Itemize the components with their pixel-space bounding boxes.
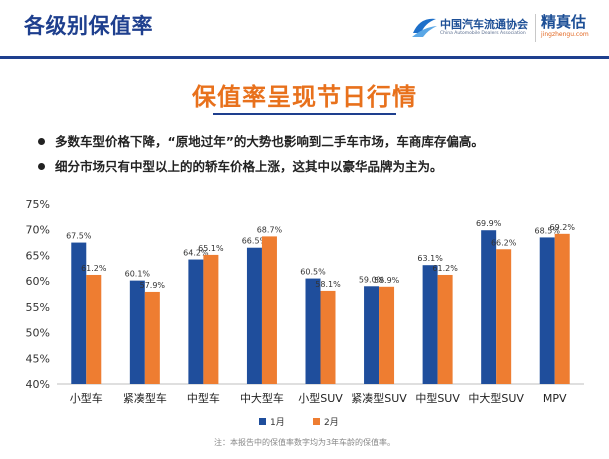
bar-value-label: 65.1% [198,244,224,253]
x-category-label: 小型SUV [298,391,343,405]
bar-value-label: 60.5% [300,268,326,277]
bar-2月 [86,274,102,384]
bar-2月 [554,233,570,384]
legend-swatch [313,418,320,425]
bar-value-label: 61.2% [81,264,107,273]
page-title: 各级别保值率 [24,14,153,38]
section-heading-underline [213,113,396,115]
bar-value-label: 59.0% [359,275,385,284]
footnote: 注：本报告中的保值率数字均为3年车龄的保值率。 [213,438,396,447]
bar-1月 [364,286,380,384]
x-category-label: 紧凑型SUV [351,391,407,405]
bar-1月 [422,265,438,384]
legend-label: 1月 [270,417,285,428]
x-category-label: 中型车 [187,391,220,405]
bar-value-label: 69.2% [550,223,576,232]
legend-label: 2月 [324,417,339,428]
bar-value-label: 61.2% [432,264,458,273]
x-category-label: MPV [543,392,567,405]
bar-value-label: 68.7% [257,225,283,234]
bar-value-label: 69.9% [476,219,502,228]
bar-2月 [437,274,453,384]
bar-2月 [261,236,277,384]
legend-swatch [259,418,266,425]
logo-divider [535,14,536,42]
bullet-dot-icon [38,163,45,170]
bar-value-label: 58.1% [315,280,341,289]
cada-logo-name: 中国汽车流通协会 [440,18,528,31]
bullet-item: 多数车型价格下降，“原地过年”的大势也影响到二手车市场，车商库存偏高。 [38,134,598,150]
jingzhengu-logo-name: 精真估 [541,13,587,31]
bullet-list: 多数车型价格下降，“原地过年”的大势也影响到二手车市场，车商库存偏高。 细分市场… [38,134,598,184]
bar-1月 [188,259,204,384]
bar-1月 [305,278,321,384]
bar-2月 [379,286,395,384]
retention-rate-bar-chart: 40% 45% 50% 55% 60% 65% 70% 75% 67.5% 61.2% 小型车 60.… [26,198,584,428]
bar-2月 [144,291,160,384]
y-tick-label: 45% [26,352,50,365]
bullet-dot-icon [38,138,45,145]
bar-1月 [129,280,145,384]
jingzhengu-logo: 精真估 jingzhengu.com [541,13,589,39]
jingzhengu-logo-url: jingzhengu.com [541,31,589,38]
bar-1月 [71,242,87,384]
x-category-label: 中大型车 [240,391,284,405]
y-tick-label: 60% [26,275,50,288]
x-category-label: 中型SUV [415,391,460,405]
bar-2月 [320,290,336,384]
bar-value-label: 58.9% [374,276,400,285]
x-category-label: 中大型SUV [468,391,524,405]
cada-logo: 中国汽车流通协会 China Automobile Dealers Associ… [410,13,530,43]
bar-2月 [203,254,219,384]
y-tick-label: 70% [26,224,50,237]
bar-2月 [496,249,512,384]
x-category-label: 小型车 [70,391,103,405]
y-tick-label: 65% [26,249,50,262]
section-heading: 保值率呈现节日行情 [192,83,417,111]
bar-value-label: 60.1% [125,270,151,279]
header-divider [0,56,609,59]
bar-value-label: 63.1% [417,254,443,263]
bar-1月 [539,237,555,384]
bullet-text: 多数车型价格下降，“原地过年”的大势也影响到二手车市场，车商库存偏高。 [55,134,484,149]
y-tick-label: 40% [26,378,50,391]
x-category-label: 紧凑型车 [123,391,167,405]
bullet-text: 细分市场只有中型以上的的轿车价格上涨，这其中以豪华品牌为主为。 [55,159,443,174]
y-tick-label: 75% [26,198,50,211]
cada-logo-subtitle: China Automobile Dealers Association [440,31,526,36]
bar-1月 [481,230,497,384]
cada-logo-icon [412,18,437,37]
bar-value-label: 66.2% [491,238,517,247]
y-tick-label: 50% [26,327,50,340]
bar-1月 [246,247,262,384]
bar-value-label: 68.5% [535,226,561,235]
bar-value-label: 57.9% [140,281,166,290]
bar-value-label: 64.2% [183,249,209,258]
bullet-item: 细分市场只有中型以上的的轿车价格上涨，这其中以豪华品牌为主为。 [38,159,598,175]
bar-value-label: 66.5% [242,237,268,246]
y-tick-label: 55% [26,301,50,314]
bar-value-label: 67.5% [66,232,92,241]
